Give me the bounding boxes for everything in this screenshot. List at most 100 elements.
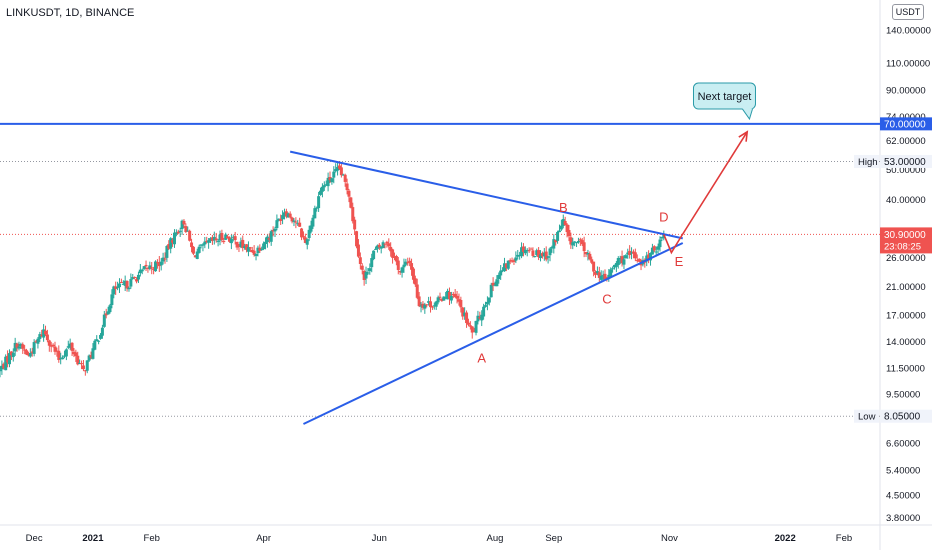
candle [459,296,463,313]
candle-body [429,301,433,308]
candle [74,349,78,363]
candle [28,348,32,358]
candle-body [573,241,577,243]
candle-body [336,166,340,171]
candle-body [305,239,309,245]
candle-body [87,355,91,361]
candle [366,267,370,275]
candle [402,258,406,273]
candle-body [123,280,127,286]
candle-body [199,244,203,246]
candle [0,360,4,375]
candle [119,278,123,284]
candle [294,217,298,229]
candle [269,229,273,246]
time-axis-tick: 2021 [82,533,104,544]
candle-body [55,350,59,352]
candle [637,258,641,262]
candle [630,247,634,260]
price-axis-tick: 40.00000 [886,195,926,206]
candle [237,243,241,253]
candle-body [89,355,93,358]
candle [609,267,613,278]
candle-body [588,253,592,260]
candle-body [385,241,389,244]
candle-body [133,276,137,278]
wave-label-a: A [477,350,486,365]
candle-body [430,306,434,308]
time-axis-tick: Apr [256,533,271,544]
candle-body [239,241,243,247]
candle-body [49,345,53,347]
candle-body [599,275,603,280]
candle-body [178,230,182,232]
candle-body [540,253,544,257]
candle [406,257,410,266]
candle-body [377,244,381,248]
candle-body [387,243,391,247]
candle-body [260,249,264,251]
candle-body [489,284,493,298]
candle-body [649,252,653,261]
candle [243,243,247,250]
candle [518,251,522,260]
candle-body [465,312,469,324]
candle [9,351,13,361]
candle-body [491,282,495,286]
candle [351,202,355,224]
candle [556,230,560,244]
candle-body [402,264,406,268]
candle [561,214,565,229]
candle-body [307,229,311,238]
candle [250,246,254,253]
candle-body [447,291,451,300]
candle [548,247,552,262]
candle [374,246,378,250]
price-axis-panel[interactable] [880,0,932,550]
candle [296,219,300,226]
candle-body [59,358,63,360]
candle [116,281,120,291]
currency-badge[interactable]: USDT [892,4,924,20]
candle [239,237,243,249]
candle [485,296,489,311]
candle [571,237,575,250]
candle [575,242,579,248]
candle [203,236,207,249]
candle-body [468,325,472,327]
candle-body [78,363,82,365]
high-caption: High [854,154,879,168]
candle-body [277,218,281,221]
candle-body [292,220,296,222]
candle-body [165,246,169,258]
candle-body [504,263,508,268]
candle [368,263,372,275]
candle [106,306,110,315]
candle [417,291,421,308]
candle-body [656,246,660,250]
candle-body [427,301,431,303]
candle [472,327,476,333]
candle [334,163,338,173]
candle [429,296,433,313]
candle [245,243,249,253]
candle [379,246,383,254]
candle [13,337,17,356]
candle [578,237,582,246]
candle [80,360,84,370]
candle-body [191,246,195,254]
candle [540,251,544,259]
candle [533,255,537,258]
projection-arrowhead [738,130,749,142]
candle [140,268,144,275]
wave-label-b: B [559,200,568,215]
candle-body [339,167,343,176]
candle-body [70,342,74,351]
candle [465,310,469,328]
candle-body [246,246,250,252]
caption-box [854,409,879,423]
candle-body [379,246,383,249]
candle [353,216,357,235]
candle-body [565,224,569,233]
